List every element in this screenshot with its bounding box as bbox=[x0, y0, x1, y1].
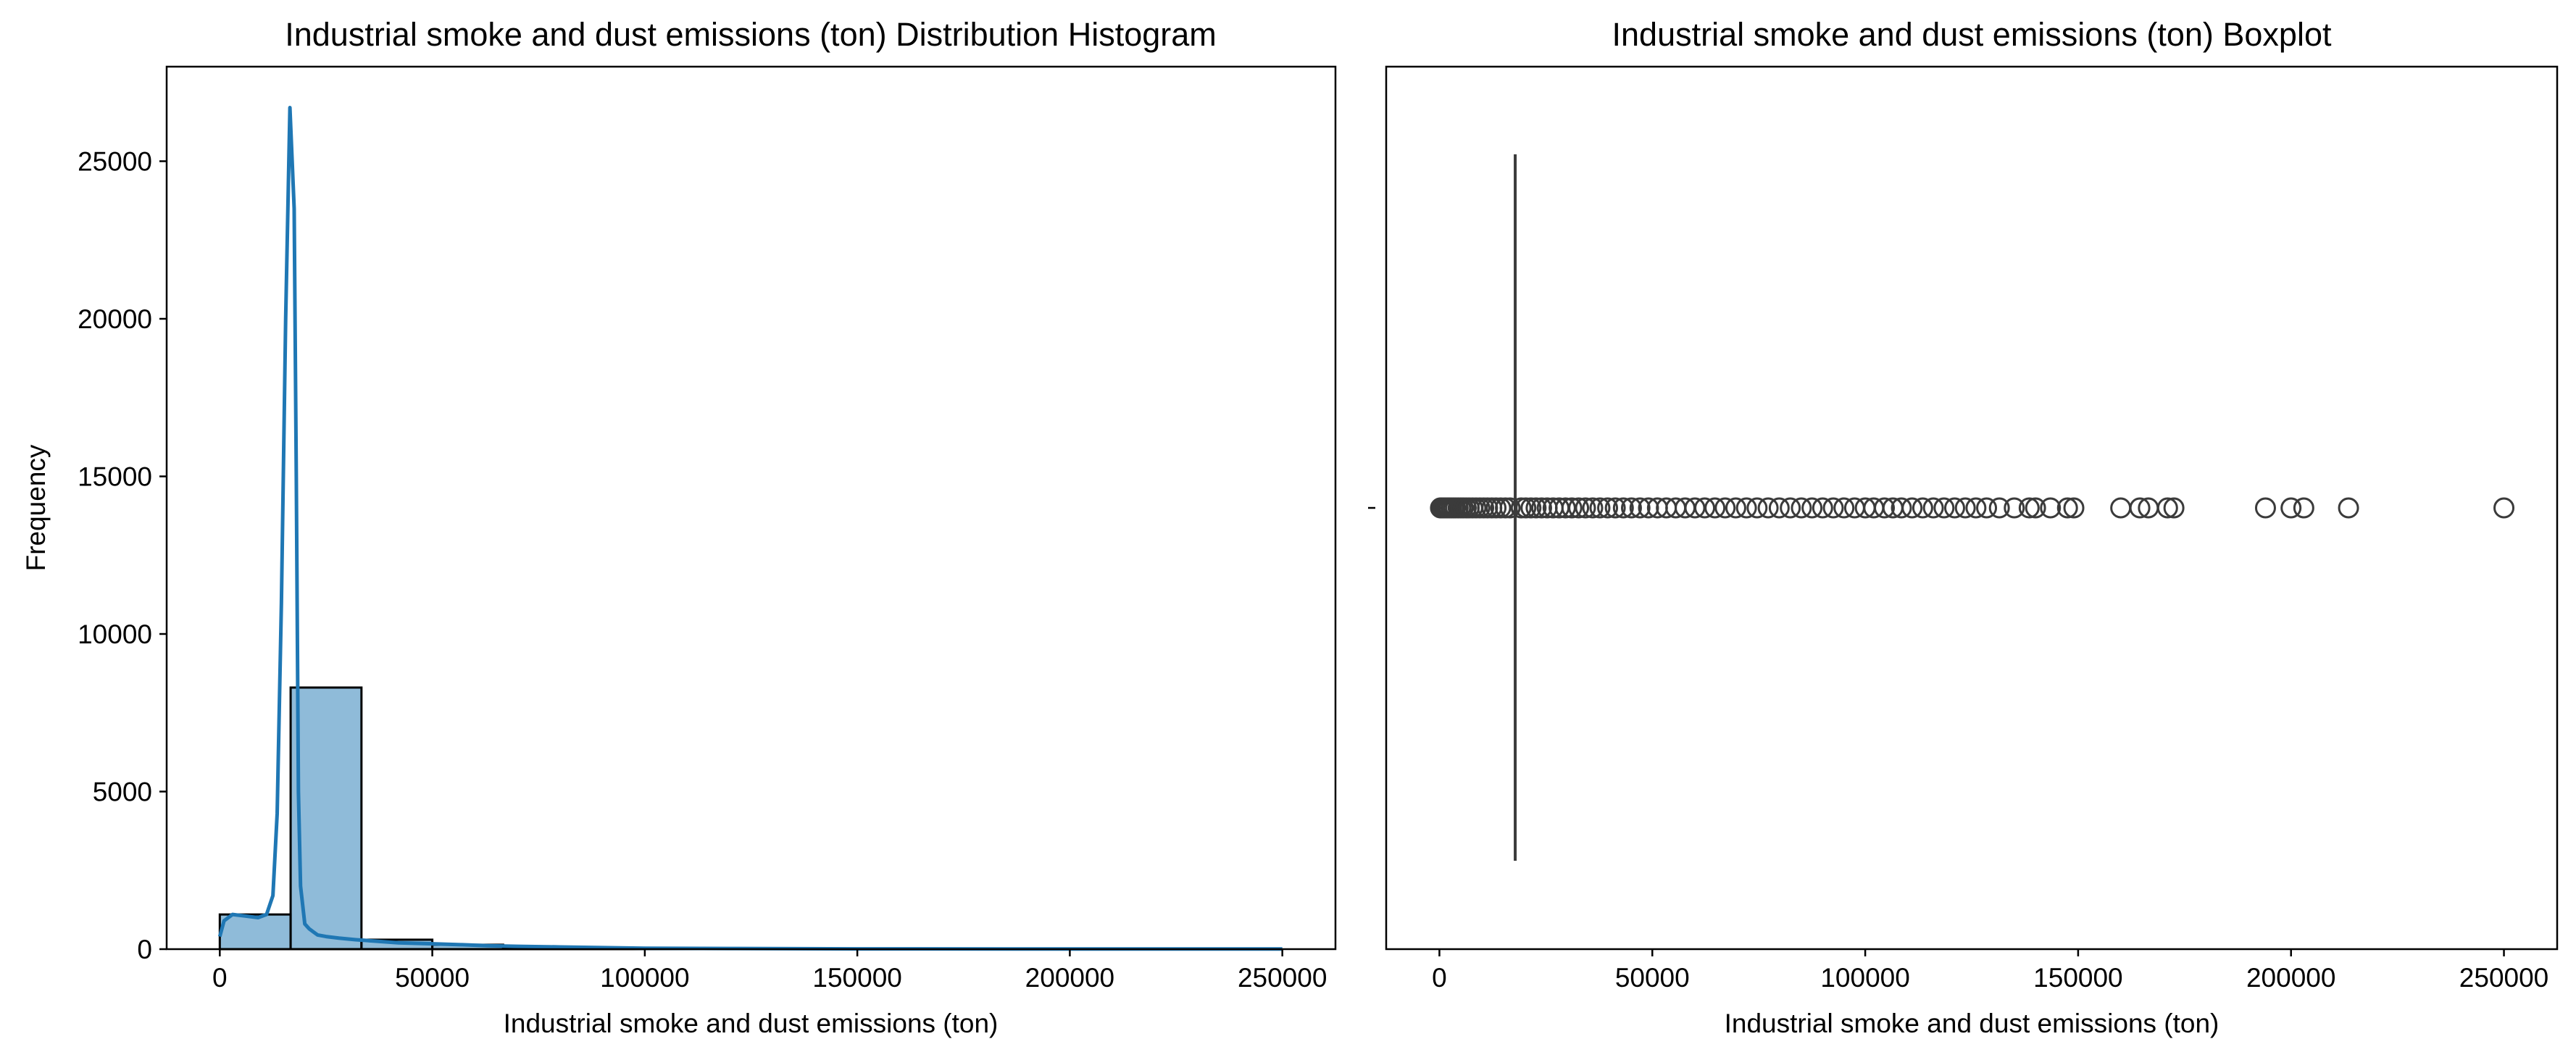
boxplot-outlier bbox=[1746, 497, 1768, 519]
boxplot-outlier bbox=[1976, 497, 1998, 519]
boxplot-outlier bbox=[1612, 497, 1634, 519]
boxplot-outlier bbox=[2338, 497, 2359, 519]
boxplot-outlier bbox=[2493, 497, 2515, 519]
boxplot-outlier bbox=[1490, 497, 1512, 519]
boxplot-outlier bbox=[2280, 497, 2302, 519]
boxplot-outlier bbox=[1694, 497, 1716, 519]
boxplot-outlier bbox=[1495, 497, 1517, 519]
boxplot-outlier bbox=[2040, 497, 2062, 519]
boxplot-outlier bbox=[1561, 497, 1583, 519]
boxplot-outlier bbox=[1520, 497, 1542, 519]
boxplot-x-axis-label: Industrial smoke and dust emissions (ton… bbox=[1725, 1009, 2219, 1038]
histogram-y-ticks: 0 5000 10000 15000 20000 25000 bbox=[78, 147, 167, 964]
boxplot-outlier bbox=[2156, 497, 2178, 519]
boxplot-panel: Industrial smoke and dust emissions (ton… bbox=[1368, 16, 2559, 1038]
boxplot-outlier bbox=[2293, 497, 2314, 519]
boxplot-outlier bbox=[2025, 497, 2046, 519]
histogram-axes-frame bbox=[165, 65, 1337, 951]
boxplot-outlier bbox=[1510, 497, 1532, 519]
boxplot-outlier bbox=[1988, 497, 2010, 519]
histogram-x-ticks: 0 50000 100000 150000 200000 250000 bbox=[212, 949, 1327, 993]
boxplot-outlier bbox=[1515, 497, 1537, 519]
boxplot-outlier bbox=[1812, 497, 1833, 519]
boxplot-x-tick-label: 250000 bbox=[2459, 963, 2548, 993]
histogram-panel: Industrial smoke and dust emissions (ton… bbox=[21, 16, 1337, 1038]
histogram-x-tick-label: 100000 bbox=[600, 963, 689, 993]
boxplot-outlier bbox=[1891, 497, 1912, 519]
boxplot-outlier bbox=[1568, 497, 1590, 519]
histogram-y-tick-label: 10000 bbox=[78, 619, 152, 649]
boxplot-x-tick-label: 150000 bbox=[2033, 963, 2122, 993]
boxplot-outlier bbox=[1780, 497, 1801, 519]
boxplot-outlier bbox=[2018, 497, 2040, 519]
boxplot-outlier bbox=[1629, 497, 1651, 519]
boxplot-outlier bbox=[1943, 497, 1965, 519]
histogram-x-axis-label: Industrial smoke and dust emissions (ton… bbox=[504, 1009, 999, 1038]
histogram-bar bbox=[289, 686, 363, 951]
boxplot-outlier bbox=[1912, 497, 1933, 519]
histogram-bar bbox=[218, 913, 292, 951]
boxplot-x-tick-label: 50000 bbox=[1615, 963, 1690, 993]
boxplot-outlier bbox=[1589, 497, 1611, 519]
boxplot-outlier bbox=[1735, 497, 1757, 519]
boxplot-title: Industrial smoke and dust emissions (ton… bbox=[1612, 16, 2332, 53]
boxplot-outlier bbox=[1874, 497, 1896, 519]
boxplot-outlier bbox=[1525, 497, 1547, 519]
histogram-x-tick-label: 0 bbox=[212, 963, 228, 993]
boxplot-outlier bbox=[1843, 497, 1865, 519]
boxplot-outlier bbox=[1684, 497, 1706, 519]
boxplot-outlier bbox=[1597, 497, 1619, 519]
boxplot-outlier bbox=[1485, 497, 1507, 519]
histogram-kde-curve bbox=[217, 106, 1283, 951]
boxplot-outlier bbox=[1757, 497, 1779, 519]
boxplot-outlier bbox=[2163, 497, 2185, 519]
histogram-y-tick-label: 0 bbox=[137, 935, 152, 964]
boxplot-outlier bbox=[1530, 497, 1552, 519]
boxplot-outlier bbox=[1714, 497, 1736, 519]
boxplot-outlier bbox=[1554, 497, 1576, 519]
boxplot-outlier bbox=[1933, 497, 1955, 519]
boxplot-outlier bbox=[2254, 497, 2276, 519]
histogram-y-tick-label: 25000 bbox=[78, 147, 152, 177]
histogram-x-tick-label: 50000 bbox=[395, 963, 470, 993]
boxplot-outlier bbox=[1704, 497, 1726, 519]
histogram-bars bbox=[218, 686, 1213, 951]
boxplot-outlier bbox=[1791, 497, 1812, 519]
boxplot-outlier bbox=[2063, 497, 2085, 519]
boxplot-outlier bbox=[1901, 497, 1923, 519]
boxplot-axes-frame bbox=[1385, 65, 2559, 951]
boxplot-outlier bbox=[2056, 497, 2078, 519]
boxplot-outlier bbox=[2129, 497, 2151, 519]
histogram-y-tick-label: 15000 bbox=[78, 462, 152, 492]
boxplot-outlier bbox=[1582, 497, 1604, 519]
boxplot-outlier bbox=[1575, 497, 1596, 519]
boxplot-outlier bbox=[1801, 497, 1823, 519]
boxplot-outlier bbox=[1954, 497, 1976, 519]
boxplot-outlier bbox=[1833, 497, 1855, 519]
boxplot-outlier bbox=[1604, 497, 1626, 519]
boxplot-x-tick-label: 100000 bbox=[1820, 963, 1909, 993]
histogram-y-tick-label: 5000 bbox=[93, 777, 152, 807]
boxplot-x-ticks: 0 50000 100000 150000 200000 250000 bbox=[1432, 949, 2548, 993]
boxplot-outliers bbox=[1430, 497, 2515, 519]
histogram-y-axis-label: Frequency bbox=[21, 444, 51, 571]
histogram-x-tick-label: 200000 bbox=[1025, 963, 1114, 993]
histogram-y-tick-label: 20000 bbox=[78, 304, 152, 334]
boxplot-x-tick-label: 200000 bbox=[2246, 963, 2335, 993]
boxplot-outlier bbox=[1822, 497, 1844, 519]
boxplot-outlier bbox=[1965, 497, 1987, 519]
boxplot-outlier bbox=[1922, 497, 1944, 519]
histogram-title: Industrial smoke and dust emissions (ton… bbox=[285, 16, 1217, 53]
boxplot-outlier bbox=[2004, 497, 2025, 519]
boxplot-outlier bbox=[1499, 497, 1521, 519]
boxplot-outlier bbox=[1768, 497, 1790, 519]
boxplot-outlier bbox=[1725, 497, 1746, 519]
boxplot-outlier bbox=[1620, 497, 1642, 519]
histogram-x-tick-label: 250000 bbox=[1238, 963, 1327, 993]
boxplot-outlier bbox=[2110, 497, 2132, 519]
histogram-x-tick-label: 150000 bbox=[812, 963, 901, 993]
boxplot-x-tick-label: 0 bbox=[1432, 963, 1447, 993]
